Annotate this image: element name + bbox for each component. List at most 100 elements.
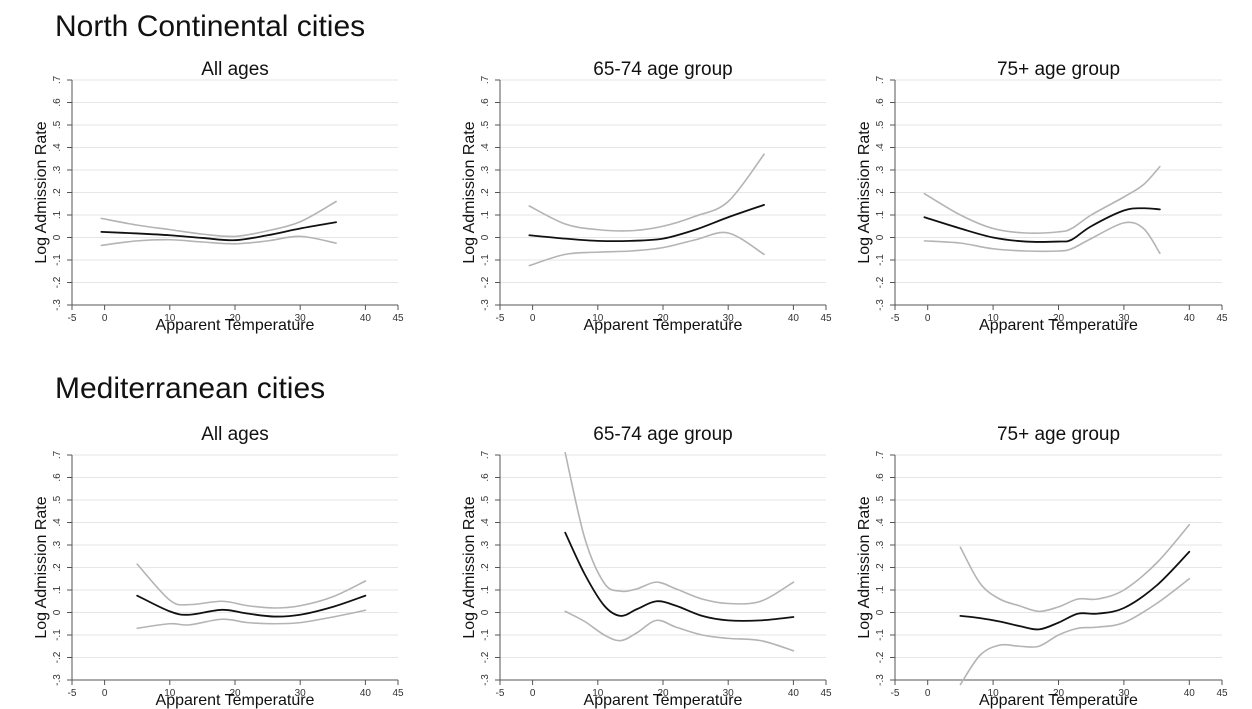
y-tick-label: .7 — [52, 75, 63, 84]
y-tick-label: .6 — [52, 473, 63, 482]
y-tick-label: -.3 — [875, 299, 886, 311]
estimate-line — [923, 207, 1161, 243]
y-tick-label: .6 — [480, 98, 491, 107]
y-tick-label: .5 — [480, 495, 491, 504]
x-axis-label: Apparent Temperature — [979, 692, 1138, 709]
ci-upper-line — [959, 523, 1191, 613]
y-tick-label: -.2 — [875, 651, 886, 663]
y-tick-label: -.2 — [875, 276, 886, 288]
y-tick-label: .2 — [52, 563, 63, 572]
y-tick-label: .3 — [480, 540, 491, 549]
estimate-line — [959, 550, 1191, 631]
y-tick-label: .6 — [52, 98, 63, 107]
y-tick-label: -.3 — [480, 674, 491, 686]
panel-title: 65-74 age group — [593, 59, 732, 80]
x-tick-label: 0 — [530, 313, 536, 324]
x-tick-label: 45 — [820, 688, 832, 699]
x-tick-label: 10 — [164, 688, 176, 699]
panel-title: 75+ age group — [997, 59, 1120, 80]
y-axis-label: Log Admission Rate — [856, 496, 873, 638]
x-tick-label: 40 — [360, 688, 372, 699]
x-tick-label: 20 — [229, 688, 241, 699]
ci-upper-line — [100, 200, 337, 238]
y-tick-label: 0 — [480, 234, 491, 240]
y-axis-label: Log Admission Rate — [461, 121, 478, 263]
panel-title: All ages — [201, 59, 269, 80]
y-tick-label: .4 — [875, 143, 886, 152]
y-tick-label: .7 — [52, 450, 63, 459]
x-tick-label: 45 — [1216, 688, 1228, 699]
y-tick-label: .4 — [480, 143, 491, 152]
y-tick-label: -.3 — [52, 674, 63, 686]
y-tick-label: .5 — [875, 495, 886, 504]
x-axis-label: Apparent Temperature — [979, 317, 1138, 334]
x-tick-label: 0 — [925, 313, 931, 324]
y-tick-label: .3 — [875, 165, 886, 174]
ci-lower-line — [564, 610, 795, 652]
x-tick-label: 45 — [1216, 313, 1228, 324]
chart-panel-5: 75+ age group -.3 -.2 -.1 0 .1 .2 .3 .4 .5 .6 .7 -5 0… — [856, 424, 1228, 709]
y-tick-label: -.2 — [480, 276, 491, 288]
chart-panel-2: 75+ age group -.3 -.2 -.1 0 .1 .2 .3 .4 .5 .6 .7 -5 0… — [856, 59, 1228, 334]
x-tick-label: -5 — [68, 688, 77, 699]
x-tick-label: -5 — [68, 313, 77, 324]
estimate-line — [100, 221, 337, 242]
y-tick-label: .3 — [480, 165, 491, 174]
ci-lower-line — [100, 235, 337, 247]
panel-title: 65-74 age group — [593, 424, 732, 445]
ci-upper-line — [528, 153, 765, 232]
y-tick-label: 0 — [875, 234, 886, 240]
x-axis-label: Apparent Temperature — [156, 692, 315, 709]
x-tick-label: 30 — [1118, 313, 1130, 324]
x-tick-label: 20 — [1053, 313, 1065, 324]
x-tick-label: 45 — [392, 688, 404, 699]
estimate-line — [136, 594, 367, 618]
x-tick-label: -5 — [891, 688, 900, 699]
estimate-line — [528, 203, 765, 243]
y-tick-label: .1 — [52, 210, 63, 219]
x-tick-label: -5 — [496, 688, 505, 699]
x-tick-label: -5 — [496, 313, 505, 324]
x-tick-label: 30 — [295, 688, 307, 699]
panel-title: All ages — [201, 424, 269, 445]
x-tick-label: 20 — [1053, 688, 1065, 699]
y-tick-label: 0 — [52, 234, 63, 240]
y-tick-label: -.1 — [52, 254, 63, 266]
y-tick-label: .5 — [480, 120, 491, 129]
y-tick-label: 0 — [875, 609, 886, 615]
y-tick-label: .1 — [875, 210, 886, 219]
y-tick-label: .7 — [875, 75, 886, 84]
y-tick-label: -.3 — [875, 674, 886, 686]
y-tick-label: .4 — [480, 518, 491, 527]
y-tick-label: .3 — [52, 540, 63, 549]
y-tick-label: 0 — [480, 609, 491, 615]
y-tick-label: .1 — [875, 585, 886, 594]
ci-lower-line — [923, 221, 1161, 255]
ci-upper-line — [564, 451, 795, 605]
y-tick-label: .7 — [480, 450, 491, 459]
x-tick-label: 45 — [392, 313, 404, 324]
y-tick-label: 0 — [52, 609, 63, 615]
x-tick-label: 40 — [788, 688, 800, 699]
y-tick-label: .4 — [52, 518, 63, 527]
x-tick-label: 20 — [657, 688, 669, 699]
y-tick-label: .5 — [52, 495, 63, 504]
x-tick-label: 10 — [988, 313, 1000, 324]
x-tick-label: 20 — [657, 313, 669, 324]
y-tick-label: .7 — [480, 75, 491, 84]
y-tick-label: .5 — [875, 120, 886, 129]
y-tick-label: .5 — [52, 120, 63, 129]
y-tick-label: .2 — [875, 188, 886, 197]
y-tick-label: -.3 — [480, 299, 491, 311]
x-axis-label: Apparent Temperature — [156, 317, 315, 334]
y-tick-label: .3 — [875, 540, 886, 549]
y-axis-label: Log Admission Rate — [856, 121, 873, 263]
y-tick-label: .2 — [480, 563, 491, 572]
x-tick-label: 40 — [1184, 313, 1196, 324]
ci-upper-line — [136, 563, 367, 609]
group-title-north-continental: North Continental cities — [55, 10, 366, 43]
estimate-line — [564, 531, 795, 622]
x-tick-label: 10 — [592, 688, 604, 699]
y-tick-label: .7 — [875, 450, 886, 459]
